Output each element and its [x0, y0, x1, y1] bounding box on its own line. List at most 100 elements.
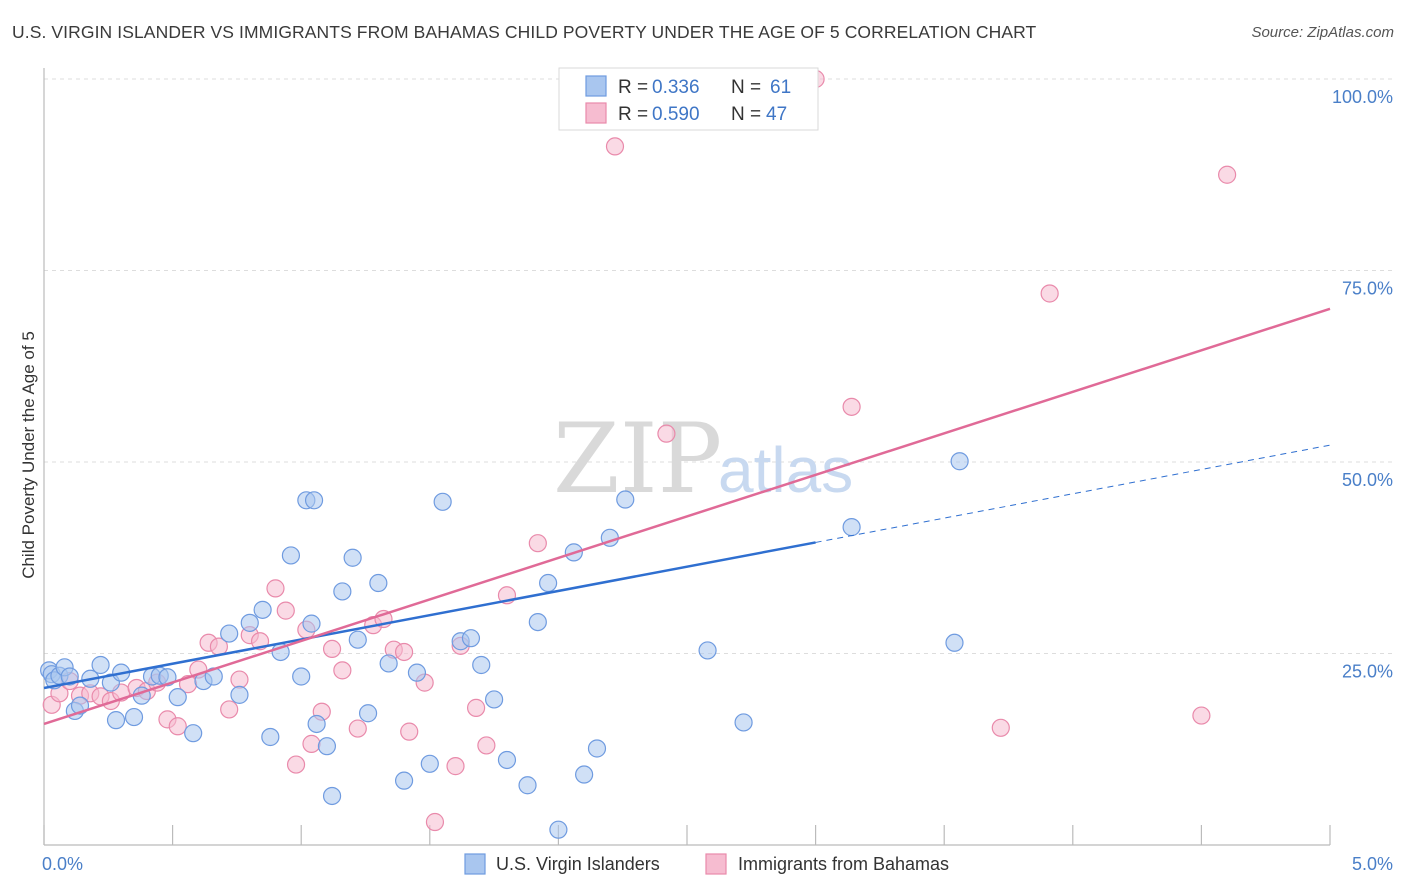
y-tick-labels: 25.0% 50.0% 75.0% 100.0%	[1332, 87, 1393, 682]
pink-point-48	[1192, 706, 1211, 725]
x-tick-label-min: 0.0%	[42, 854, 83, 874]
pink-point-42	[528, 534, 547, 553]
blue-point-37	[358, 704, 378, 723]
series-us-virgin-islanders	[40, 452, 969, 839]
blue-point-38	[369, 573, 388, 593]
trend-lines	[43, 307, 1331, 726]
pink-point-43	[605, 137, 625, 156]
blue-point-52	[549, 820, 568, 839]
pink-point-18	[230, 670, 249, 689]
x-tick-label-max: 5.0%	[1352, 854, 1393, 874]
blue-point-35	[343, 548, 362, 567]
blue-point-22	[220, 624, 239, 643]
blue-point-33	[322, 786, 342, 806]
trend-line-blue-extension	[815, 444, 1331, 543]
legend-swatch-pink	[585, 102, 607, 124]
legend: R = 0.336 N = 61 R = 0.590 N = 47	[558, 67, 819, 131]
legend-n-value-1: 61	[770, 77, 791, 98]
gridlines	[44, 78, 1393, 654]
blue-point-42	[420, 754, 439, 773]
bottom-legend-label-blue: U.S. Virgin Islanders	[496, 854, 660, 874]
pink-point-21	[266, 579, 285, 598]
blue-point-50	[528, 612, 547, 632]
pink-point-45	[842, 397, 861, 416]
trend-line-pink	[43, 307, 1331, 726]
pink-point-17	[220, 700, 239, 719]
y-tick-label-100: 100.0%	[1332, 87, 1393, 107]
pink-point-27	[322, 639, 342, 659]
blue-point-31	[307, 714, 326, 734]
blue-point-24	[240, 613, 259, 632]
legend-r-value-1: 0.336	[652, 77, 700, 98]
pink-point-47	[991, 718, 1010, 737]
blue-point-40	[394, 771, 414, 790]
watermark-zip: ZIP	[553, 403, 722, 515]
blue-point-63	[842, 518, 861, 537]
pink-point-36	[425, 812, 445, 832]
blue-point-41	[407, 663, 427, 682]
chart-title: U.S. VIRGIN ISLANDER VS IMMIGRANTS FROM …	[12, 22, 1037, 42]
y-tick-label-75: 75.0%	[1342, 279, 1393, 299]
bottom-legend: U.S. Virgin Islanders Immigrants from Ba…	[464, 853, 949, 875]
blue-point-19	[184, 724, 203, 743]
blue-point-26	[261, 727, 280, 747]
pink-point-22	[276, 601, 295, 620]
blue-point-13	[124, 707, 144, 727]
blue-point-49	[518, 776, 537, 795]
blue-point-39	[379, 654, 398, 673]
legend-n-label-2: N =	[731, 104, 761, 125]
bottom-legend-swatch-pink	[705, 853, 727, 875]
blue-point-5	[60, 667, 79, 686]
axes	[43, 68, 1331, 846]
pink-point-39	[466, 698, 486, 717]
legend-n-value-2: 47	[766, 104, 787, 125]
pink-point-49	[1218, 165, 1237, 184]
blue-point-23	[230, 685, 249, 704]
pink-point-28	[333, 661, 352, 680]
trend-line-blue	[43, 541, 816, 690]
legend-swatch-blue	[585, 75, 607, 97]
watermark: ZIP atlas	[553, 403, 853, 515]
pink-point-34	[400, 722, 419, 741]
pink-point-29	[348, 719, 367, 738]
blue-point-55	[587, 739, 607, 758]
blue-point-45	[461, 629, 481, 648]
blue-point-62	[304, 491, 324, 510]
blue-point-46	[472, 655, 491, 675]
bottom-legend-swatch-blue	[464, 853, 486, 875]
bottom-legend-label-pink: Immigrants from Bahamas	[738, 854, 949, 874]
pink-point-33	[394, 642, 414, 662]
legend-r-label-2: R =	[618, 104, 648, 125]
blue-point-18	[168, 688, 187, 707]
blue-point-54	[575, 765, 594, 784]
y-tick-label-25: 25.0%	[1342, 662, 1393, 682]
pink-point-23	[286, 755, 306, 774]
blue-point-36	[348, 630, 367, 649]
blue-point-57	[616, 490, 635, 509]
y-tick-label-50: 50.0%	[1342, 470, 1393, 490]
blue-point-34	[333, 582, 352, 601]
pink-point-25	[302, 734, 321, 753]
pink-point-40	[477, 736, 496, 755]
y-axis-label: Child Poverty Under the Age of 5	[19, 331, 38, 579]
pink-point-37	[446, 757, 465, 776]
blue-point-32	[317, 737, 337, 756]
blue-point-60	[945, 633, 964, 652]
legend-r-label-1: R =	[618, 77, 648, 98]
blue-point-59	[734, 713, 753, 732]
blue-point-9	[91, 655, 110, 675]
blue-point-11	[106, 711, 126, 730]
legend-n-label-1: N =	[731, 77, 761, 98]
blue-point-64	[950, 452, 969, 471]
blue-point-58	[698, 641, 717, 660]
blue-point-47	[485, 690, 504, 709]
pink-point-44	[657, 424, 676, 443]
source-label: Source: ZipAtlas.com	[1251, 24, 1394, 41]
blue-point-48	[497, 750, 517, 770]
pink-point-46	[1040, 284, 1059, 303]
blue-point-43	[433, 492, 452, 511]
blue-point-51	[539, 573, 558, 593]
pink-point-12	[168, 717, 187, 736]
blue-point-25	[253, 600, 272, 619]
